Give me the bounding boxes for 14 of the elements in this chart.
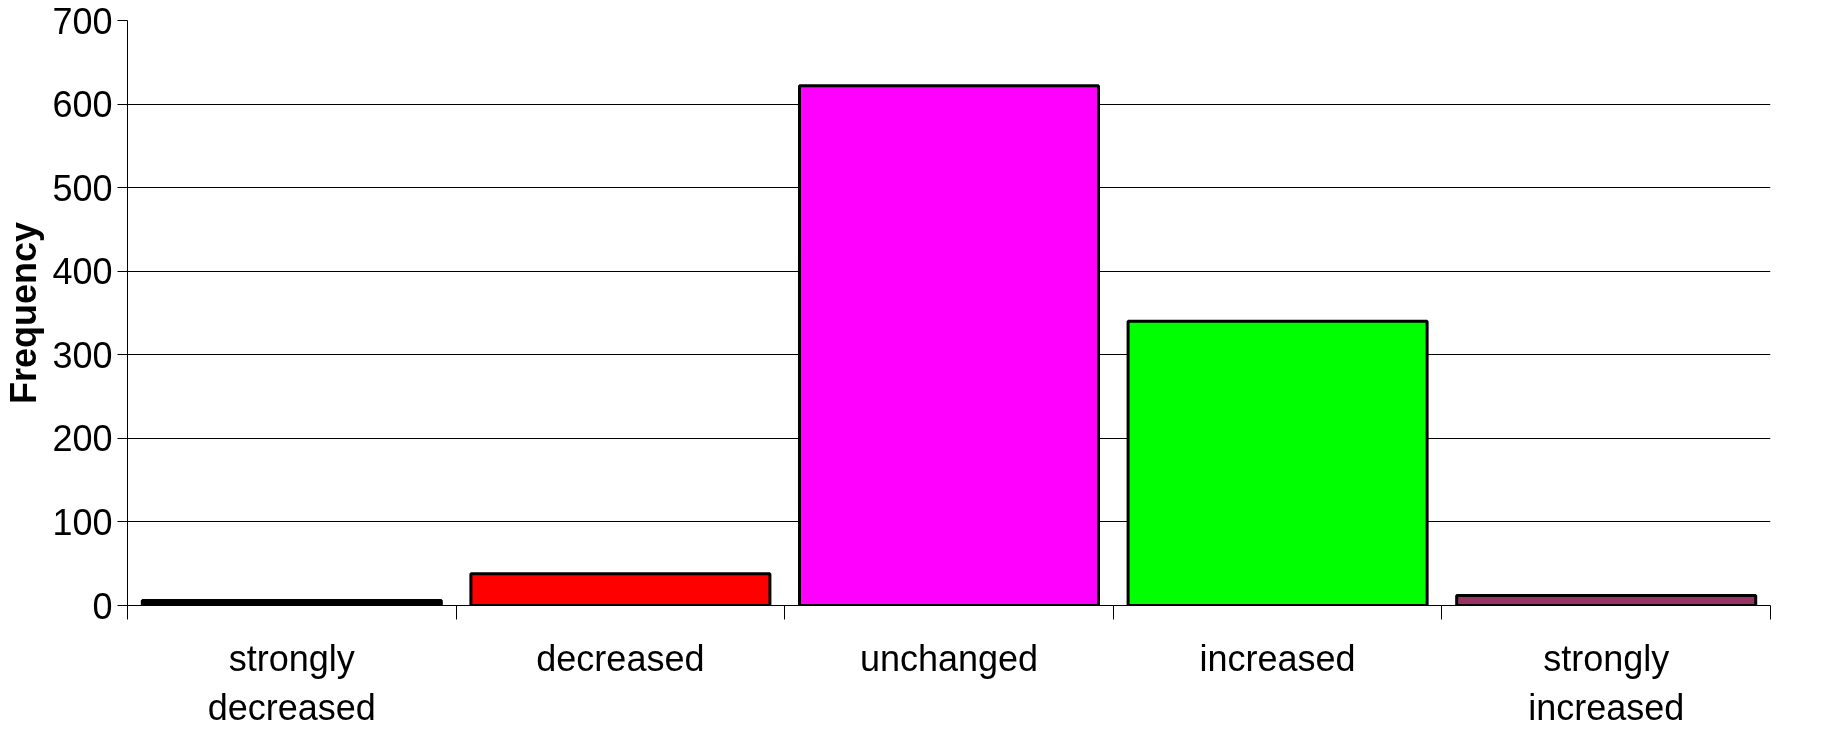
x-tick-label: unchanged: [859, 637, 1039, 679]
x-tick-label: strongly increased: [1528, 637, 1685, 728]
y-tick-label: 600: [52, 84, 113, 126]
x-tick-label: strongly decreased: [207, 637, 376, 728]
y-tick-label: 700: [52, 0, 113, 42]
y-tick-label: 300: [52, 334, 113, 376]
y-tick-label: 200: [52, 418, 113, 460]
x-tick-label: decreased: [536, 637, 705, 679]
y-tick-label: 0: [92, 585, 113, 627]
y-tick-label: 100: [52, 501, 113, 543]
y-tick-label: 500: [52, 167, 113, 209]
y-tick-label: 400: [52, 251, 113, 293]
y-axis-title: Frequency: [3, 221, 45, 405]
x-tick-label: increased: [1199, 637, 1356, 679]
